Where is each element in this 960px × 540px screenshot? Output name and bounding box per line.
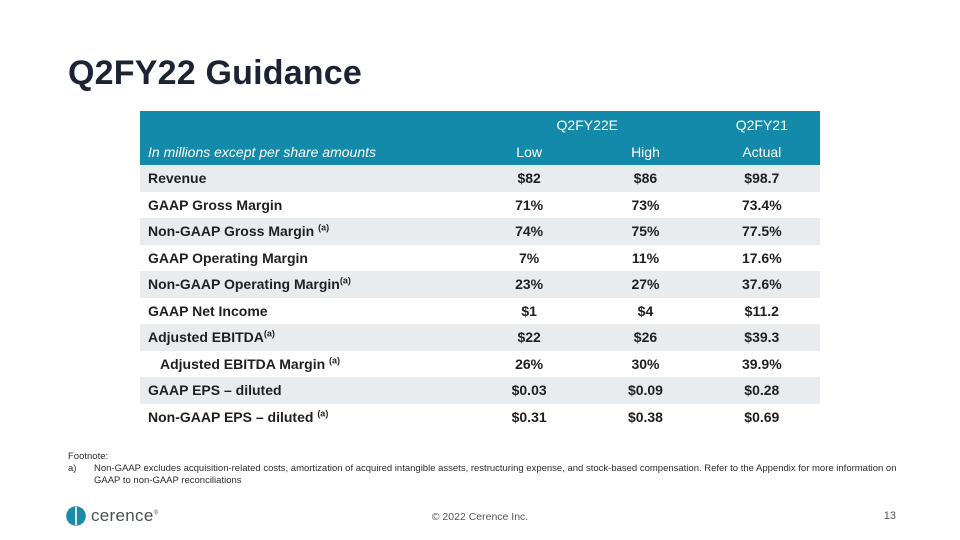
table-header-group-row: Q2FY22E Q2FY21 bbox=[140, 111, 820, 138]
row-label: Adjusted EBITDA Margin (a) bbox=[160, 355, 341, 372]
table-row: Adjusted EBITDA Margin (a) 26% 30% 39.9% bbox=[140, 350, 820, 377]
header-high: High bbox=[631, 143, 660, 160]
cerence-logo: cerence® bbox=[66, 506, 158, 526]
row-actual: 73.4% bbox=[741, 196, 782, 213]
row-high: 73% bbox=[631, 196, 660, 213]
row-label: Revenue bbox=[148, 170, 207, 187]
row-actual: 17.6% bbox=[741, 249, 782, 266]
row-high: 75% bbox=[631, 223, 660, 240]
logo-wordmark: cerence® bbox=[91, 506, 159, 525]
row-low: 23% bbox=[515, 276, 544, 293]
row-label: GAAP Net Income bbox=[148, 302, 268, 319]
table-row: Non-GAAP EPS – diluted (a) $0.31 $0.38 $… bbox=[140, 403, 820, 430]
table-row: Adjusted EBITDA(a) $22 $26 $39.3 bbox=[140, 324, 820, 351]
header-q2fy21: Q2FY21 bbox=[735, 116, 788, 133]
row-actual: $11.2 bbox=[744, 302, 779, 319]
row-high: $26 bbox=[633, 329, 658, 346]
row-high: 27% bbox=[631, 276, 660, 293]
row-low: $1 bbox=[521, 302, 537, 319]
row-actual: $0.28 bbox=[744, 382, 780, 399]
table-row: Non-GAAP Operating Margin(a) 23% 27% 37.… bbox=[140, 271, 820, 298]
row-label: Adjusted EBITDA(a) bbox=[148, 328, 275, 346]
header-empty-cell bbox=[140, 111, 471, 138]
row-actual: 37.6% bbox=[741, 276, 782, 293]
footnote: Footnote: a) Non-GAAP excludes acquisiti… bbox=[68, 451, 898, 487]
row-high: 30% bbox=[631, 355, 660, 372]
row-low: $0.03 bbox=[511, 382, 547, 399]
table-header-sub-row: In millions except per share amounts Low… bbox=[140, 138, 820, 165]
row-label: Non-GAAP Operating Margin(a) bbox=[148, 275, 351, 293]
table-row: Revenue $82 $86 $98.7 bbox=[140, 165, 820, 192]
row-actual: $0.69 bbox=[744, 408, 780, 425]
table-row: GAAP Net Income $1 $4 $11.2 bbox=[140, 297, 820, 324]
row-low: 71% bbox=[515, 196, 544, 213]
row-label: GAAP Gross Margin bbox=[148, 196, 283, 213]
row-low: $22 bbox=[517, 329, 541, 346]
row-actual: $39.3 bbox=[744, 329, 780, 346]
row-high: $86 bbox=[633, 170, 658, 187]
footnote-text: Non-GAAP excludes acquisition-related co… bbox=[94, 463, 897, 486]
header-actual: Actual bbox=[742, 143, 782, 160]
table-body: Revenue $82 $86 $98.7 GAAP Gross Margin … bbox=[140, 165, 820, 430]
row-high: $0.09 bbox=[627, 382, 663, 399]
row-actual: 39.9% bbox=[741, 355, 782, 372]
row-high: $4 bbox=[637, 302, 654, 319]
header-low: Low bbox=[516, 143, 542, 160]
table-row: GAAP EPS – diluted $0.03 $0.09 $0.28 bbox=[140, 377, 820, 404]
row-high: 11% bbox=[631, 249, 660, 266]
row-label: GAAP EPS – diluted bbox=[148, 382, 282, 399]
page-number: 13 bbox=[883, 510, 896, 522]
table-row: GAAP Gross Margin 71% 73% 73.4% bbox=[140, 191, 820, 218]
copyright: © 2022 Cerence Inc. bbox=[431, 511, 529, 523]
row-actual: 77.5% bbox=[741, 223, 782, 240]
row-label: GAAP Operating Margin bbox=[148, 249, 308, 266]
page-title: Q2FY22 Guidance bbox=[68, 54, 362, 92]
table-row: Non-GAAP Gross Margin (a) 74% 75% 77.5% bbox=[140, 218, 820, 245]
row-low: $82 bbox=[517, 170, 541, 187]
row-actual: $98.7 bbox=[744, 170, 780, 187]
guidance-table: Q2FY22E Q2FY21 In millions except per sh… bbox=[140, 111, 820, 430]
row-low: 7% bbox=[519, 249, 540, 266]
row-low: $0.31 bbox=[511, 408, 547, 425]
header-units-label: In millions except per share amounts bbox=[148, 143, 376, 160]
cerence-logo-icon bbox=[66, 506, 86, 526]
row-label: Non-GAAP Gross Margin (a) bbox=[148, 222, 330, 240]
footnote-item: a) Non-GAAP excludes acquisition-related… bbox=[68, 463, 898, 487]
footnote-marker: a) bbox=[68, 463, 77, 474]
table-header: Q2FY22E Q2FY21 In millions except per sh… bbox=[140, 111, 820, 165]
header-q2fy22e: Q2FY22E bbox=[556, 116, 619, 133]
row-high: $0.38 bbox=[627, 408, 663, 425]
row-low: 74% bbox=[515, 223, 544, 240]
row-low: 26% bbox=[515, 355, 544, 372]
table-row: GAAP Operating Margin 7% 11% 17.6% bbox=[140, 244, 820, 271]
footnote-heading: Footnote: bbox=[68, 451, 109, 462]
row-label: Non-GAAP EPS – diluted (a) bbox=[148, 408, 329, 425]
